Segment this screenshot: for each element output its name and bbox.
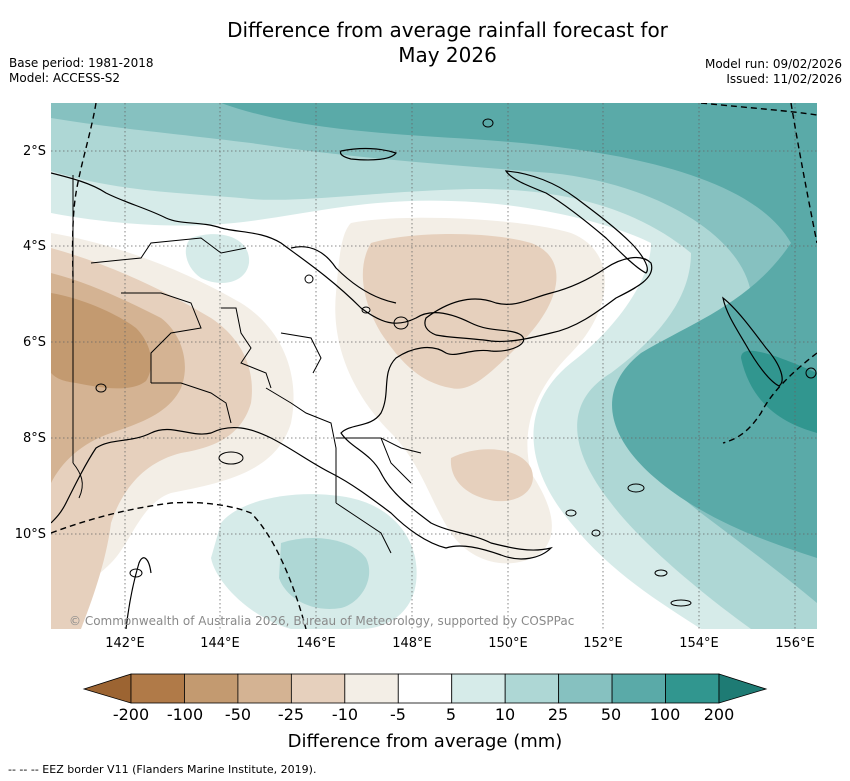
lon-label-150e: 150°E (488, 636, 528, 651)
colorbar-tick-10: 100 (649, 705, 681, 724)
colorbar-tick-0: -200 (112, 705, 150, 724)
new-guinea-coastline (51, 172, 553, 560)
colorbar-tick-1: -100 (166, 705, 204, 724)
wet-zone-100-200 (741, 350, 817, 433)
colorbar-tick-9: 50 (600, 705, 622, 724)
model-run: Model run: 09/02/2026 (704, 57, 842, 71)
eez-legend-note: -- -- -- EEZ border V11 (Flanders Marine… (8, 763, 317, 776)
colorbar-over-arrow (718, 673, 768, 704)
title-line-1: Difference from average rainfall forecas… (227, 18, 668, 42)
colorbar (82, 673, 768, 704)
rainfall-anomaly-map (51, 103, 817, 629)
lat-label-8s: 8°S (22, 431, 46, 446)
lat-label-4s: 4°S (22, 239, 46, 254)
map-title: Difference from average rainfall forecas… (180, 18, 715, 68)
lon-label-154e: 154°E (679, 636, 719, 651)
wet-zone-50-100 (221, 103, 817, 558)
cape-york-coastline (125, 557, 152, 629)
meta-left: Base period: 1981-2018 Model: ACCESS-S2 (9, 56, 154, 86)
colorbar-bin-10 (665, 673, 720, 704)
copyright-notice: © Commonwealth of Australia 2026, Bureau… (69, 614, 575, 628)
colorbar-tick-4: -10 (331, 705, 359, 724)
eez-borders (51, 103, 817, 629)
lon-label-156e: 156°E (775, 636, 815, 651)
colorbar-bin-9 (611, 673, 666, 704)
lat-label-10s: 10°S (14, 527, 46, 542)
lon-label-144e: 144°E (200, 636, 240, 651)
lon-label-146e: 146°E (296, 636, 336, 651)
dry-zone-south-10-25 (450, 449, 533, 502)
colorbar-label: Difference from average (mm) (287, 731, 563, 752)
wet-blob-south-inner (279, 538, 370, 609)
colorbar-tick-2: -50 (224, 705, 252, 724)
colorbar-bin-2 (237, 673, 292, 704)
title-line-2: May 2026 (398, 43, 497, 67)
model-name: Model: ACCESS-S2 (9, 71, 121, 85)
wet-patch-west (185, 234, 250, 283)
map-canvas (51, 103, 817, 629)
manus-coastline (339, 147, 397, 161)
colorbar-tick-7: 10 (494, 705, 516, 724)
colorbar-tick-5: -5 (390, 705, 406, 724)
lat-label-2s: 2°S (22, 144, 46, 159)
colorbar-under-arrow (82, 673, 132, 704)
new-ireland-coastline (504, 170, 648, 274)
wet-zone-10-25 (51, 103, 817, 629)
lon-label-142e: 142°E (105, 636, 145, 651)
colorbar-bin-5 (397, 673, 453, 704)
meta-right: Model run: 09/02/2026 Issued: 11/02/2026 (705, 57, 842, 87)
colorbar-tick-3: -25 (277, 705, 305, 724)
colorbar-bin-8 (558, 673, 613, 704)
base-period: Base period: 1981-2018 (9, 56, 154, 70)
bougainville-coastline (722, 296, 783, 387)
colorbar-bin-6 (451, 673, 506, 704)
colorbar-bin-1 (184, 673, 239, 704)
issued-date: Issued: 11/02/2026 (726, 72, 842, 86)
colorbar-tick-8: 25 (547, 705, 569, 724)
dry-zone-west-50-100 (51, 293, 152, 389)
colorbar-tick-6: 5 (445, 705, 457, 724)
colorbar-bin-3 (290, 673, 346, 704)
colorbar-bin-4 (344, 673, 399, 704)
small-islands (95, 118, 817, 607)
colorbar-tick-11: 200 (703, 705, 735, 724)
new-britain-coastline (424, 256, 653, 343)
colorbar-bin-0 (130, 673, 185, 704)
lat-label-6s: 6°S (22, 335, 46, 350)
colorbar-bin-7 (504, 673, 560, 704)
lon-label-148e: 148°E (392, 636, 432, 651)
lon-label-152e: 152°E (583, 636, 623, 651)
huon-coastline (290, 246, 397, 304)
